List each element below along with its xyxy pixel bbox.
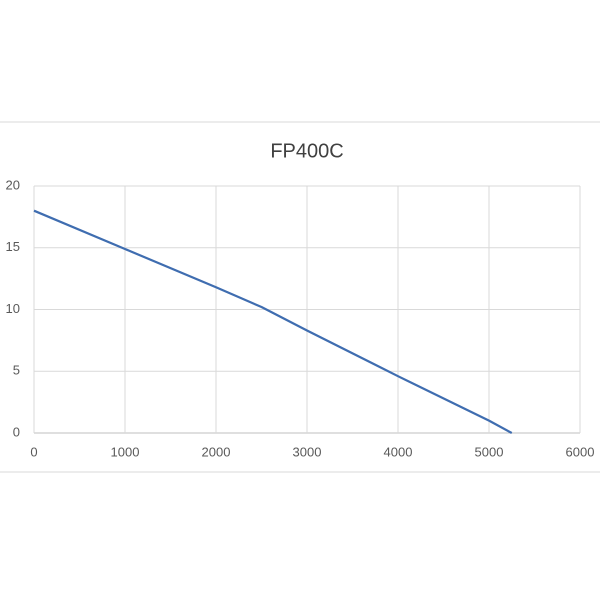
- y-tick-label: 5: [13, 363, 20, 378]
- y-tick-label: 10: [6, 301, 20, 316]
- x-tick-label: 6000: [566, 444, 595, 459]
- y-tick-label: 15: [6, 239, 20, 254]
- x-tick-label: 4000: [384, 444, 413, 459]
- y-tick-label: 0: [13, 424, 20, 439]
- x-tick-label: 5000: [475, 444, 504, 459]
- x-tick-label: 0: [30, 444, 37, 459]
- x-tick-label: 1000: [111, 444, 140, 459]
- x-tick-label: 2000: [202, 444, 231, 459]
- y-tick-label: 20: [6, 177, 20, 192]
- chart-title: FP400C: [270, 140, 343, 162]
- x-tick-label: 3000: [293, 444, 322, 459]
- line: [33, 209, 513, 434]
